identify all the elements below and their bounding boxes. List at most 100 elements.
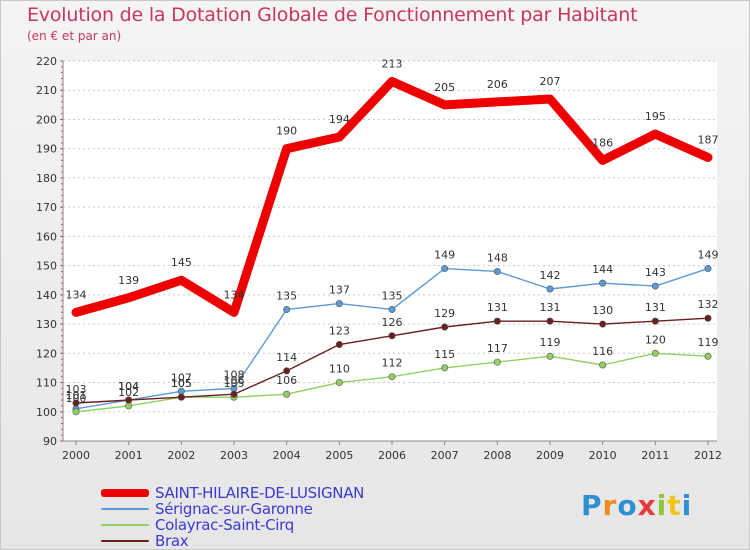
data-label: 135 (382, 289, 403, 302)
y-tick-label: 210 (36, 84, 57, 97)
data-label: 207 (540, 75, 561, 88)
data-point (283, 367, 291, 375)
legend-item: SAINT-HILAIRE-DE-LUSIGNAN (101, 484, 365, 502)
data-label: 148 (487, 251, 508, 264)
legend-item: Colayrac-Saint-Cirq (101, 516, 364, 534)
data-point (599, 320, 607, 328)
data-label: 131 (645, 301, 666, 314)
y-tick-label: 110 (36, 377, 57, 390)
data-label: 103 (66, 383, 87, 396)
plot-area (63, 61, 717, 441)
data-label: 135 (276, 289, 297, 302)
data-point (599, 361, 607, 369)
data-label: 134 (66, 288, 87, 301)
y-tick-label: 90 (43, 435, 57, 448)
data-label: 123 (329, 325, 350, 338)
data-point (546, 352, 554, 360)
data-label: 104 (118, 380, 139, 393)
legend-swatch (101, 540, 149, 542)
data-label: 205 (434, 81, 455, 94)
data-label: 195 (645, 110, 666, 123)
y-tick-label: 140 (36, 289, 57, 302)
logo-letter: o (617, 489, 638, 522)
data-point (335, 300, 343, 308)
data-label: 105 (171, 377, 192, 390)
x-tick-label: 2002 (167, 449, 195, 462)
data-point (388, 332, 396, 340)
legend-item: Sérignac-sur-Garonne (101, 500, 364, 518)
data-label: 119 (698, 336, 719, 349)
legend-label: Colayrac-Saint-Cirq (155, 516, 294, 534)
data-label: 131 (540, 301, 561, 314)
y-tick-label: 180 (36, 172, 57, 185)
x-tick-label: 2001 (115, 449, 143, 462)
y-tick-label: 100 (36, 406, 57, 419)
data-label: 120 (645, 333, 666, 346)
data-point (335, 379, 343, 387)
x-tick-label: 2000 (62, 449, 90, 462)
data-label: 134 (224, 288, 245, 301)
data-point (388, 305, 396, 313)
logo-letter: x (637, 489, 657, 522)
data-label: 105 (171, 377, 192, 390)
y-tick-label: 160 (36, 230, 57, 243)
data-label: 100 (66, 392, 87, 405)
data-point (493, 358, 501, 366)
data-label: 108 (224, 368, 245, 381)
data-point (441, 364, 449, 372)
data-label: 116 (592, 345, 613, 358)
x-tick-label: 2004 (273, 449, 301, 462)
data-label: 110 (329, 363, 350, 376)
x-tick-label: 2011 (641, 449, 669, 462)
x-tick-label: 2005 (325, 449, 353, 462)
data-point (546, 317, 554, 325)
data-label: 131 (487, 301, 508, 314)
data-label: 117 (487, 342, 508, 355)
data-label: 119 (540, 336, 561, 349)
data-label: 213 (382, 57, 403, 70)
data-label: 144 (592, 263, 613, 276)
legend: SAINT-HILAIRE-DE-LUSIGNAN Sérignac-sur-Ga… (101, 484, 365, 549)
legend-item: Brax (101, 532, 364, 549)
data-point (651, 282, 659, 290)
data-label: 114 (276, 351, 297, 364)
data-point (546, 285, 554, 293)
data-label: 137 (329, 284, 350, 297)
x-tick-label: 2008 (483, 449, 511, 462)
data-point (441, 323, 449, 331)
legend-label: SAINT-HILAIRE-DE-LUSIGNAN (155, 484, 365, 502)
data-point (704, 314, 712, 322)
data-point (651, 317, 659, 325)
data-label: 139 (118, 274, 139, 287)
chart-title: Evolution de la Dotation Globale de Fonc… (27, 4, 638, 26)
logo-letter: t (667, 489, 682, 522)
data-label: 102 (118, 386, 139, 399)
logo-letter: i (656, 489, 668, 522)
data-label: 126 (382, 316, 403, 329)
y-tick-label: 220 (36, 55, 57, 68)
data-label: 142 (540, 269, 561, 282)
data-label: 105 (224, 377, 245, 390)
data-point (72, 408, 80, 416)
x-tick-label: 2009 (536, 449, 564, 462)
data-point (599, 279, 607, 287)
data-point (704, 265, 712, 273)
data-point (283, 390, 291, 398)
data-label: 112 (382, 357, 403, 370)
data-point (651, 349, 659, 357)
x-tick-label: 2012 (694, 449, 722, 462)
data-label: 186 (592, 136, 613, 149)
y-tick-label: 190 (36, 143, 57, 156)
data-point (493, 267, 501, 275)
data-label: 194 (329, 113, 350, 126)
data-label: 143 (645, 266, 666, 279)
legend-swatch (101, 524, 149, 526)
data-point (335, 341, 343, 349)
data-label: 187 (698, 133, 719, 146)
logo-letter: i (681, 489, 693, 522)
data-label: 101 (66, 389, 87, 402)
x-tick-label: 2003 (220, 449, 248, 462)
y-tick-label: 200 (36, 113, 57, 126)
data-point (283, 305, 291, 313)
